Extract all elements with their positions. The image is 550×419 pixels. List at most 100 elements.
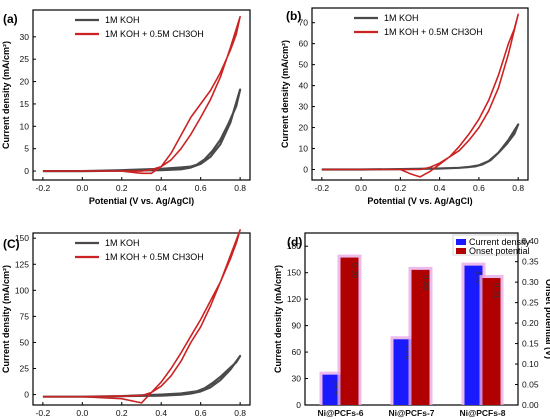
y-axis-title: Current density (mA/cm²) xyxy=(1,265,11,373)
y-tick-label-left: 90 xyxy=(292,321,302,331)
y-tick-label: 50 xyxy=(299,60,309,70)
legend-label: Onset potential xyxy=(469,246,530,256)
panel-3: 0 30 60 90 120 150 180 0.00 0.05 0.10 0.15 0.20 0.25… xyxy=(273,232,550,418)
bar-onset-potential xyxy=(482,278,501,405)
y-tick-label-left: 60 xyxy=(292,347,302,357)
series-line-koh-methanol xyxy=(42,15,241,175)
y-tick-label: 50 xyxy=(20,337,30,347)
y-tick-label: 0 xyxy=(24,390,29,400)
y-tick-label-right: 0.10 xyxy=(522,359,539,369)
y-tick-label-right: 0.15 xyxy=(522,339,539,349)
series-line-koh-methanol xyxy=(321,13,520,178)
y-tick-label-right: 0.25 xyxy=(522,298,539,308)
y-tick-label: 10 xyxy=(20,121,30,131)
legend-label: 1M KOH + 0.5M CH3OH xyxy=(384,27,483,37)
category-label: Ni@PCFs-8 xyxy=(459,408,505,418)
y-tick-label: 70 xyxy=(299,18,309,28)
y-tick-label-left: 180 xyxy=(287,241,301,251)
x-tick-label: 0.2 xyxy=(394,183,406,193)
x-tick-label: -0.2 xyxy=(36,183,51,193)
x-tick-label: 0.0 xyxy=(76,408,88,418)
x-tick-label: -0.2 xyxy=(314,183,329,193)
series-line-koh xyxy=(42,88,242,173)
legend-label: 1M KOH xyxy=(105,238,140,248)
y-tick-label-left: 120 xyxy=(287,294,301,304)
y-tick-label: 10 xyxy=(299,144,309,154)
x-tick-label: 0.4 xyxy=(155,408,167,418)
legend-label: Current density xyxy=(469,237,531,247)
x-tick-label: 0.4 xyxy=(155,183,167,193)
panel-label: (b) xyxy=(286,9,301,23)
y-tick-label: 100 xyxy=(15,285,29,295)
category-label: Ni@PCFs-7 xyxy=(388,408,434,418)
x-tick-label: 0.6 xyxy=(195,408,207,418)
panel-2: -0.20.00.20.40.60.80255075100125150Poten… xyxy=(1,229,251,418)
category-label: Ni@PCFs-6 xyxy=(317,408,363,418)
x-axis-title: Potential (V vs. Ag/AgCl) xyxy=(89,196,194,206)
panel-label: (d) xyxy=(287,235,302,249)
x-tick-label: 0.8 xyxy=(234,183,246,193)
bar-current-density xyxy=(322,374,341,405)
y-tick-label-right: 0.40 xyxy=(522,236,539,246)
y-tick-label-right: 0.05 xyxy=(522,380,539,390)
bar-value-label: 34.4 xyxy=(333,380,342,396)
y-axis-title: Current density (mA/cm²) xyxy=(280,40,290,148)
x-tick-label: 0.6 xyxy=(473,183,485,193)
y-tick-label: 60 xyxy=(299,39,309,49)
series-line-koh-methanol xyxy=(42,229,241,404)
y-tick-label: 150 xyxy=(15,233,29,243)
series-line-koh xyxy=(321,123,520,171)
x-tick-label: 0.2 xyxy=(116,183,128,193)
y-axis-title: Current density (mA/cm²) xyxy=(1,41,11,149)
y-tick-label: 125 xyxy=(15,259,29,269)
y-tick-label-right: 0.35 xyxy=(522,257,539,267)
legend-label: 1M KOH xyxy=(105,15,140,25)
x-tick-label: 0.4 xyxy=(434,183,446,193)
y-tick-label: 0 xyxy=(24,166,29,176)
plot-frame xyxy=(32,232,251,406)
y-tick-label: 40 xyxy=(299,81,309,91)
x-tick-label: -0.2 xyxy=(36,408,51,418)
x-tick-label: 0.8 xyxy=(512,183,524,193)
x-tick-label: 0.0 xyxy=(76,183,88,193)
y-tick-label-right: 0.20 xyxy=(522,318,539,328)
y-tick-label: 25 xyxy=(20,364,30,374)
plot-frame xyxy=(311,7,529,181)
bar-value-label: 0.33 xyxy=(422,275,431,291)
bar-current-density xyxy=(393,339,412,405)
bar-value-label: 158 xyxy=(475,271,484,285)
legend-label: 1M KOH xyxy=(384,13,419,23)
y-tick-label: 30 xyxy=(20,32,30,42)
legend-box xyxy=(452,234,518,256)
y-tick-label: 15 xyxy=(20,99,30,109)
bar-value-label: 74.5 xyxy=(404,344,413,360)
y-tick-label: 20 xyxy=(299,123,309,133)
y-tick-label: 20 xyxy=(20,77,30,87)
legend-swatch xyxy=(456,248,466,254)
bar-current-density xyxy=(464,265,483,405)
y-axis-title-right: Onset potential (V) xyxy=(544,279,550,359)
y-tick-label: 25 xyxy=(20,54,30,64)
legend-label: 1M KOH + 0.5M CH3OH xyxy=(105,252,204,262)
y-tick-label-right: 0.00 xyxy=(522,400,539,410)
legend-label: 1M KOH + 0.5M CH3OH xyxy=(105,29,204,39)
x-tick-label: 0.8 xyxy=(234,408,246,418)
bar-value-label: 0.36 xyxy=(351,263,360,279)
x-tick-label: 0.0 xyxy=(355,183,367,193)
y-tick-label-left: 30 xyxy=(292,374,302,384)
bar-value-label: 0.31 xyxy=(493,283,502,299)
bar-onset-potential xyxy=(411,269,430,405)
y-tick-label-left: 150 xyxy=(287,268,301,278)
x-tick-label: 0.6 xyxy=(195,183,207,193)
y-tick-label: 30 xyxy=(299,102,309,112)
panel-label: (a) xyxy=(3,12,18,26)
legend-swatch xyxy=(456,239,466,245)
y-tick-label: 5 xyxy=(24,144,29,154)
y-tick-label: 0 xyxy=(303,165,308,175)
y-axis-title-left: Current density (mA/cm²) xyxy=(273,265,283,373)
x-axis-title: Potential (V vs. Ag/AgCl) xyxy=(367,196,472,206)
panel-1: -0.2 0.0 0.2 0.4 0.6 0.8 0 10 20 30 40 50 60 70 Potent… xyxy=(280,7,529,206)
series-line-koh xyxy=(42,354,242,398)
panel-0: -0.2 0.0 0.2 0.4 0.6 0.8 0 5 10 15 20 25 30 Potential… xyxy=(1,9,251,206)
